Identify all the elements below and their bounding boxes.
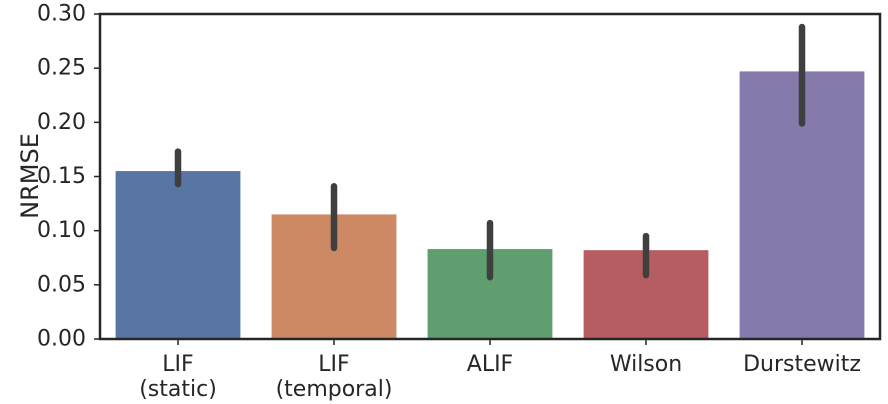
y-axis-label: NRMSE (16, 133, 44, 219)
y-tick-label: 0.10 (37, 218, 86, 243)
bars-group (115, 71, 865, 340)
x-axis-ticks: LIF(static)LIF(temporal)ALIF Wilson Durste… (139, 339, 861, 402)
x-tick-label: (temporal) (276, 377, 393, 402)
bar-0 (115, 171, 241, 339)
y-tick-label: 0.15 (37, 164, 86, 189)
x-tick-label: ALIF (467, 352, 513, 377)
x-tick-label: LIF (162, 352, 193, 377)
y-tick-label: 0.25 (37, 56, 86, 81)
x-tick-label: Wilson (610, 352, 682, 377)
error-bars-group (174, 23, 806, 281)
y-tick-label: 0.05 (37, 272, 86, 297)
y-axis-ticks: 0.00 0.05 0.10 0.15 0.20 0.25 0.30 (37, 2, 100, 352)
y-tick-label: 0.30 (37, 2, 86, 27)
x-tick-label: (static) (139, 377, 217, 402)
x-tick-label: LIF (318, 352, 349, 377)
y-tick-label: 0.00 (37, 327, 86, 352)
y-tick-label: 0.20 (37, 110, 86, 135)
x-tick-label: Durstewitz (743, 352, 861, 377)
